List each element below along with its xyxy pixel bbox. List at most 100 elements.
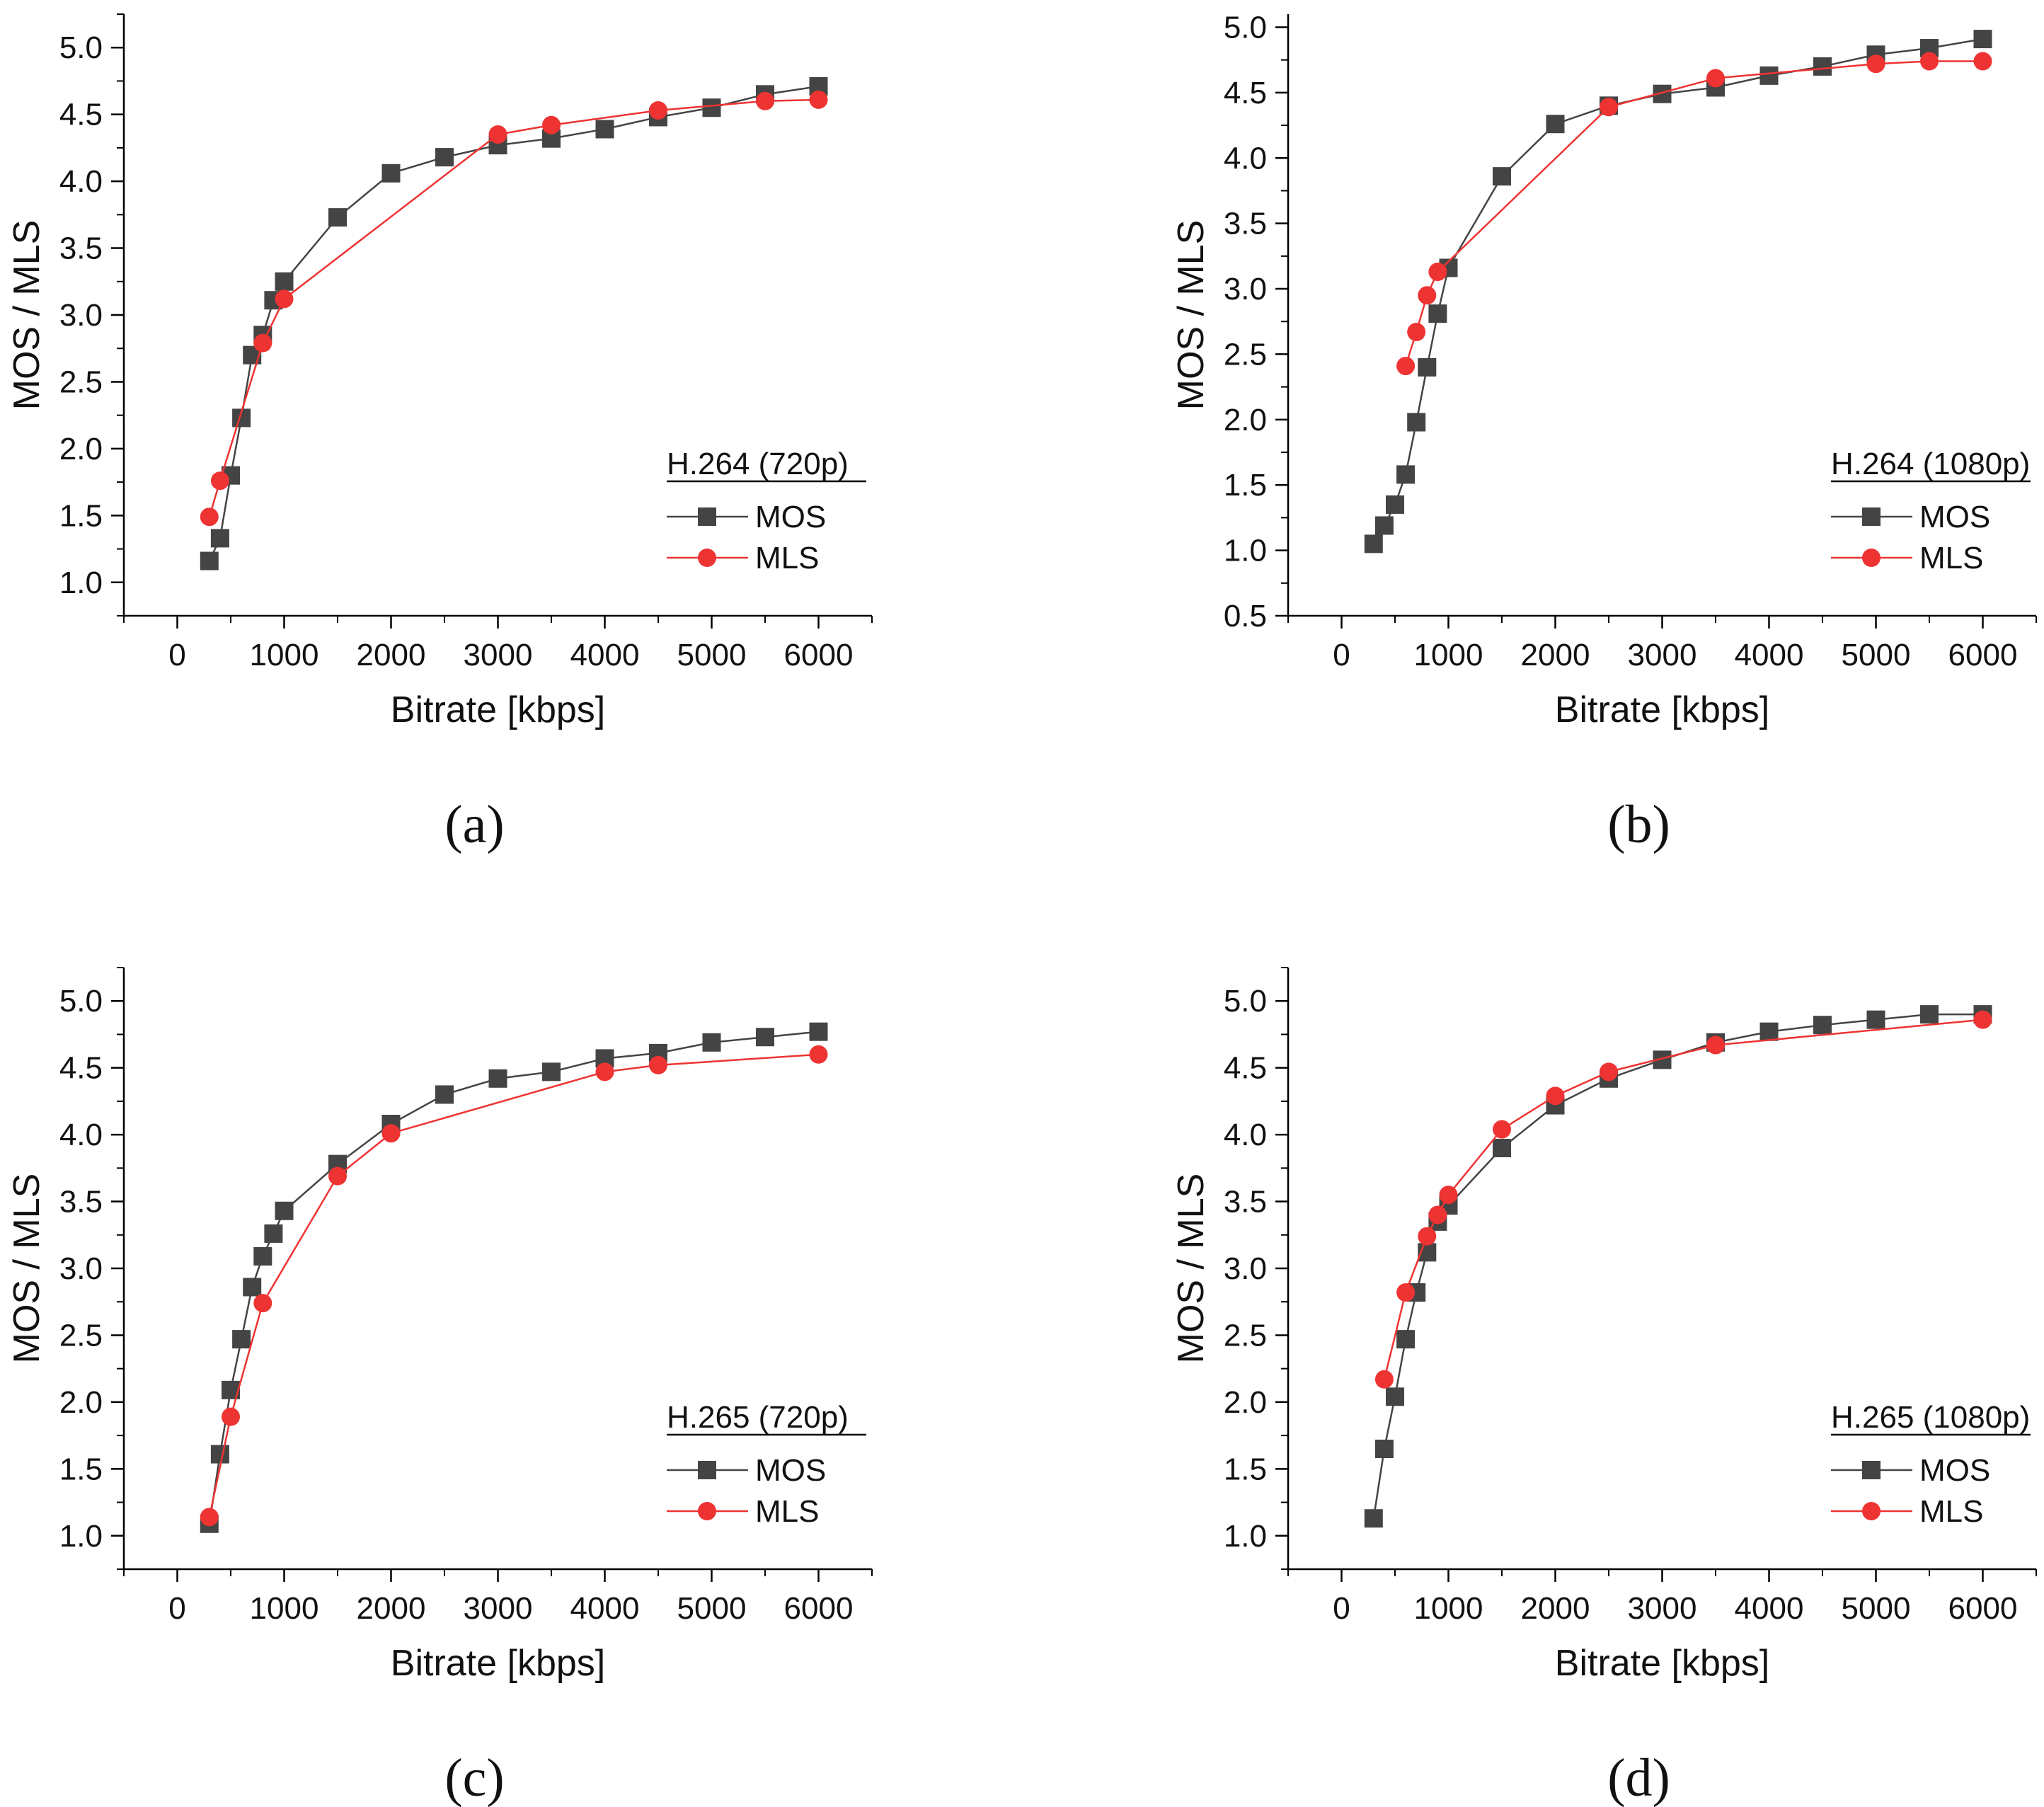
y-tick-label: 1.0 bbox=[59, 1519, 103, 1554]
data-point-mos bbox=[264, 1224, 283, 1243]
series-line-mos bbox=[208, 85, 819, 562]
x-tick-label: 3000 bbox=[1628, 638, 1697, 672]
data-point-mls bbox=[222, 1407, 240, 1426]
x-axis-title: Bitrate [kbps] bbox=[391, 1643, 605, 1684]
data-point-mls bbox=[1706, 1036, 1725, 1055]
y-tick-label: 4.5 bbox=[59, 98, 103, 132]
data-point-mos bbox=[232, 1330, 251, 1349]
data-point-mls bbox=[649, 1055, 667, 1074]
data-point-mls bbox=[253, 333, 272, 352]
y-tick-label: 4.5 bbox=[1224, 76, 1267, 110]
data-point-mls bbox=[275, 289, 294, 309]
data-point-mos bbox=[1396, 1330, 1416, 1349]
y-tick-label: 1.5 bbox=[59, 1452, 103, 1486]
x-tick-label: 6000 bbox=[1948, 1591, 2018, 1626]
y-tick-label: 3.5 bbox=[59, 231, 103, 266]
data-point-mos bbox=[1396, 465, 1416, 484]
x-tick-label: 1000 bbox=[1414, 638, 1483, 672]
data-point-mos bbox=[1973, 30, 1992, 49]
data-point-mos bbox=[1386, 1387, 1404, 1406]
data-point-mos bbox=[595, 120, 614, 139]
data-point-mls bbox=[1418, 286, 1437, 305]
x-tick-label: 3000 bbox=[464, 638, 533, 672]
legend: H.264 (1080p) MOS MLS bbox=[1831, 447, 2031, 575]
y-tick-label: 5.0 bbox=[1224, 10, 1267, 45]
data-point-mos bbox=[1759, 1022, 1779, 1041]
y-tick-label: 2.5 bbox=[59, 1318, 103, 1353]
series-mls bbox=[200, 1045, 828, 1527]
panel-label: (b) bbox=[1607, 795, 1670, 854]
data-point-mos bbox=[1813, 1016, 1832, 1035]
chart-panel-3: 0 1000 2000 3000 4000 5000 6000 1.0 1.5 2.0 2.5 3.0… bbox=[6, 967, 873, 1807]
y-axis-title: MOS / MLS bbox=[6, 220, 47, 411]
x-tick-label: 5000 bbox=[677, 1591, 747, 1626]
legend-marker-mls bbox=[698, 1502, 716, 1520]
data-point-mls bbox=[253, 1294, 272, 1313]
y-tick-label: 1.5 bbox=[1224, 468, 1267, 503]
data-point-mos bbox=[702, 98, 721, 117]
y-tick-label: 1.0 bbox=[1224, 534, 1267, 568]
data-point-mls bbox=[1920, 52, 1939, 71]
data-point-mls bbox=[1600, 98, 1618, 117]
data-point-mos bbox=[1759, 66, 1779, 85]
legend-marker-mos bbox=[1862, 1461, 1881, 1479]
series-mls bbox=[1396, 52, 1992, 376]
data-point-mos bbox=[1386, 495, 1404, 514]
y-tick-label: 4.5 bbox=[1224, 1051, 1267, 1086]
y-tick-label: 0.5 bbox=[1224, 599, 1267, 633]
x-tick-label: 6000 bbox=[784, 638, 854, 672]
series-mls bbox=[200, 90, 828, 527]
data-point-mos bbox=[809, 1022, 828, 1041]
x-tick-label: 0 bbox=[168, 1591, 185, 1626]
series-mos bbox=[200, 77, 828, 570]
data-point-mos bbox=[253, 1247, 272, 1266]
data-point-mos bbox=[435, 1085, 454, 1104]
legend: H.265 (1080p) MOS MLS bbox=[1831, 1400, 2031, 1529]
y-tick-label: 3.0 bbox=[59, 1251, 103, 1286]
x-tick-label: 6000 bbox=[784, 1591, 854, 1626]
panel-label: (a) bbox=[444, 795, 504, 854]
data-point-mos bbox=[542, 1062, 561, 1082]
data-point-mls bbox=[381, 1124, 401, 1143]
x-tick-label: 3000 bbox=[464, 1591, 533, 1626]
data-point-mls bbox=[1706, 69, 1725, 88]
legend-label-mls: MLS bbox=[755, 541, 819, 575]
data-point-mls bbox=[488, 125, 507, 144]
chart-panel-1: 0 1000 2000 3000 4000 5000 6000 1.0 1.5 2.0 2.5 3.0… bbox=[6, 13, 873, 854]
data-point-mos bbox=[210, 1445, 229, 1464]
data-point-mos bbox=[381, 164, 401, 183]
legend-label-mls: MLS bbox=[755, 1494, 819, 1529]
data-point-mos bbox=[210, 529, 229, 548]
y-tick-label: 5.0 bbox=[59, 30, 103, 65]
legend-marker-mos bbox=[698, 1461, 716, 1479]
data-point-mos bbox=[1493, 167, 1511, 186]
legend-title: H.265 (720p) bbox=[667, 1400, 849, 1435]
x-tick-label: 4000 bbox=[1735, 1591, 1804, 1626]
data-point-mls bbox=[542, 115, 561, 134]
series-mos bbox=[1364, 1005, 1992, 1528]
data-point-mls bbox=[1374, 1370, 1394, 1389]
legend-title: H.264 (1080p) bbox=[1831, 447, 2030, 481]
x-axis-title: Bitrate [kbps] bbox=[391, 689, 605, 730]
data-point-mos bbox=[275, 272, 294, 291]
data-point-mls bbox=[756, 91, 774, 110]
y-tick-label: 3.5 bbox=[1224, 1185, 1267, 1220]
data-point-mos bbox=[1374, 516, 1394, 535]
legend-marker-mls bbox=[1862, 549, 1881, 567]
y-tick-label: 4.0 bbox=[1224, 1118, 1267, 1152]
y-tick-label: 2.5 bbox=[1224, 1318, 1267, 1353]
y-tick-label: 4.0 bbox=[1224, 141, 1267, 176]
series-line-mls bbox=[1404, 60, 1983, 367]
chart-panel-2: 0 1000 2000 3000 4000 5000 6000 0.5 1.0 1.5 2.0 2.5… bbox=[1171, 10, 2037, 854]
y-axis-title: MOS / MLS bbox=[1171, 220, 1212, 411]
y-tick-label: 2.0 bbox=[1224, 403, 1267, 437]
x-tick-label: 5000 bbox=[1842, 638, 1911, 672]
data-point-mos bbox=[275, 1201, 294, 1220]
chart-panel-4: 0 1000 2000 3000 4000 5000 6000 1.0 1.5 2.0 2.5 3.0… bbox=[1171, 967, 2037, 1807]
y-tick-label: 2.0 bbox=[1224, 1385, 1267, 1420]
legend-label-mls: MLS bbox=[1919, 541, 1983, 575]
y-tick-label: 3.0 bbox=[1224, 272, 1267, 306]
data-point-mos bbox=[1493, 1139, 1511, 1157]
y-tick-label: 5.0 bbox=[59, 984, 103, 1019]
data-point-mos bbox=[1546, 115, 1565, 134]
